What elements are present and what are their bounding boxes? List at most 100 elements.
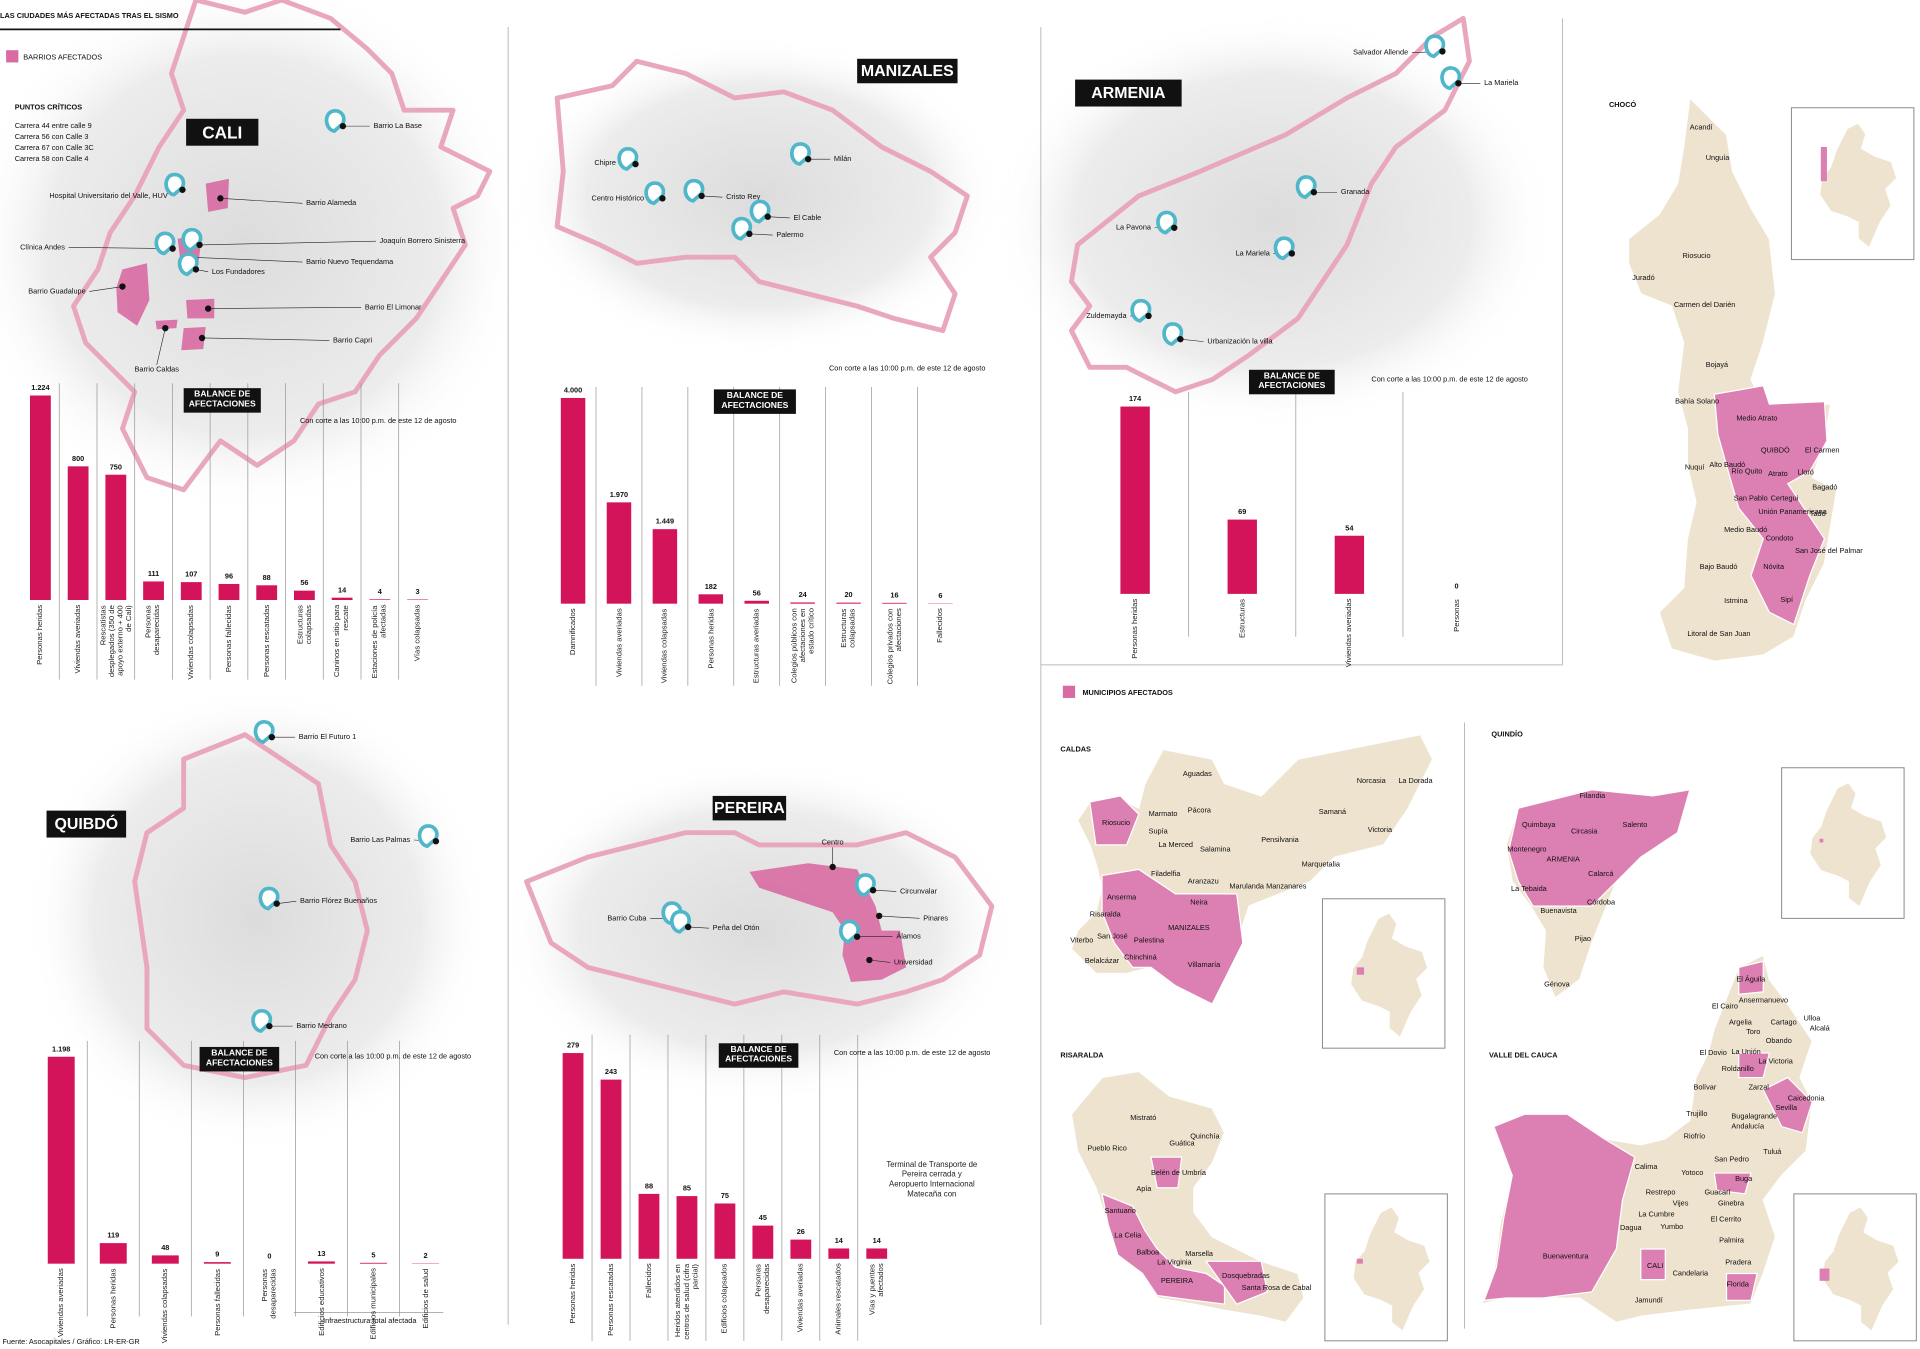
leader: [879, 915, 920, 919]
city-name: ARMENIA: [1075, 79, 1182, 107]
bar: [47, 1056, 75, 1264]
marker-dot: [1177, 336, 1184, 343]
category-label: Rescatistas desplegados (350 de apoyo ex…: [98, 604, 133, 677]
bar: [1334, 535, 1365, 594]
municipality-label: Pijao: [1575, 934, 1591, 943]
place-label: Palermo: [776, 230, 803, 239]
leader: [873, 889, 897, 892]
municipality-label: Quimbaya: [1522, 820, 1556, 829]
leader: [1180, 338, 1204, 342]
value-label: 182: [705, 582, 717, 591]
municipality-label: El Cerrito: [1711, 1215, 1742, 1224]
map-fog: [991, 12, 1556, 429]
category-label: Viviendas averiadas: [73, 604, 83, 674]
badge: BALANCE DE AFECTACIONES: [183, 388, 261, 413]
municipality-label: Tadó: [1810, 509, 1826, 518]
municipality-label: Pueblo Rico: [1087, 1144, 1127, 1153]
bar: [882, 602, 907, 604]
municipality-label: Ansermanuevo: [1739, 995, 1788, 1004]
category-label: Personas fallecidas: [213, 1268, 222, 1336]
pereira-outline: [524, 830, 995, 1007]
category-label: Viviendas averiadas: [614, 608, 624, 678]
department-title: CHOCÓ: [1609, 100, 1637, 109]
municipality-label: Riosucio: [1682, 251, 1710, 260]
leader: [220, 198, 303, 204]
leader: [208, 307, 362, 309]
pin: [1424, 34, 1446, 59]
category-label: Caninos en sitio para rescate: [333, 604, 351, 678]
leader: [869, 959, 891, 963]
municipality-label: Certegui: [1771, 493, 1799, 502]
value-label: 14: [835, 1236, 844, 1245]
department-title: QUINDÍO: [1491, 730, 1523, 739]
bar: [1120, 406, 1150, 594]
value-label: 107: [185, 570, 197, 579]
pin: [1295, 175, 1317, 200]
marker-dot: [746, 230, 753, 238]
value-label: 88: [645, 1181, 653, 1190]
municipality-label: Neira: [1190, 897, 1208, 906]
place-label: Granada: [1341, 187, 1370, 196]
category-label: Vías y puentes afectados: [868, 1263, 886, 1315]
critical-point: Carrera 56 con Calle 3: [15, 132, 89, 141]
municipality-label: La Cumbre: [1638, 1210, 1674, 1219]
municipality-label: Aguadas: [1183, 769, 1212, 778]
municipality-label: Belalcázar: [1085, 956, 1120, 965]
municipality-label: Litoral de San Juan: [1687, 629, 1750, 638]
value-label: 111: [148, 569, 159, 578]
municipality-label: Guática: [1169, 1139, 1195, 1148]
municipality-label: Mistrató: [1130, 1113, 1156, 1122]
category-label: Heridos atendidos en centros de salud (c…: [674, 1263, 700, 1340]
municipality-label: Samaná: [1319, 807, 1347, 816]
place-label: Barrio Guadalupe: [28, 286, 85, 295]
affected-shape: [1089, 795, 1140, 846]
value-label: 174: [1129, 394, 1142, 403]
group-note: Infraestructura total afectada: [323, 1316, 417, 1325]
inset-highlight: [1356, 1258, 1363, 1264]
municipality-label: Juradó: [1632, 273, 1654, 282]
city-name: PEREIRA: [712, 795, 787, 821]
municipality-label: Nóvita: [1763, 562, 1785, 571]
city-name: QUIBDÓ: [46, 810, 127, 838]
marker-dot: [804, 156, 812, 163]
bar: [67, 466, 89, 601]
municipality-label: Pensilvania: [1261, 835, 1299, 844]
municipality-label: MANIZALES: [1168, 923, 1210, 932]
bar: [652, 529, 678, 604]
municipality-label: Argelia: [1729, 1017, 1753, 1026]
place-label: Barrio El Limonar: [365, 302, 422, 311]
value-label: 14: [338, 585, 347, 594]
category-label: Viviendas colapsadas: [186, 604, 196, 680]
municipality-label: Alcalá: [1810, 1024, 1831, 1033]
leader: [749, 233, 773, 236]
municipality-label: La Dorada: [1398, 776, 1433, 785]
marker-dot: [432, 838, 440, 845]
municipality-label: La Victoria: [1758, 1057, 1793, 1066]
value-label: 6: [938, 591, 942, 600]
source: Fuente: Asocapitales / Gráfico: LR-ER-GR: [2, 1337, 139, 1346]
marker-dot: [1439, 48, 1446, 55]
note: Con corte a las 10:00 p.m. de este 12 de…: [834, 1048, 990, 1057]
critical-point: Carrera 58 con Calle 4: [15, 154, 89, 163]
municipality-label: Supía: [1149, 826, 1169, 835]
place-label: Pinares: [923, 913, 948, 922]
value-label: 14: [873, 1236, 882, 1245]
legend-swatch: [1062, 685, 1076, 698]
city-name: CALI: [186, 118, 259, 146]
affected-shape: [1101, 868, 1244, 1005]
place-label: Universidad: [894, 957, 933, 966]
municipality-label: Nuquí: [1685, 463, 1705, 472]
municipality-label: Trujillo: [1686, 1109, 1707, 1118]
value-label: 1.970: [610, 490, 628, 499]
marker-dot: [192, 266, 200, 273]
municipality-label: La Tebaida: [1511, 884, 1548, 893]
category-label: Fallecidos: [936, 608, 945, 644]
marker-dot: [1310, 189, 1318, 196]
category-label: Estructuras averiadas: [752, 608, 762, 684]
municipality-label: Restrepo: [1646, 1188, 1676, 1197]
armenia-outline: [1068, 15, 1472, 395]
value-label: 96: [225, 572, 233, 581]
category-label: Personas heridas: [36, 604, 45, 665]
pin: [417, 824, 439, 849]
bar: [307, 1261, 335, 1264]
